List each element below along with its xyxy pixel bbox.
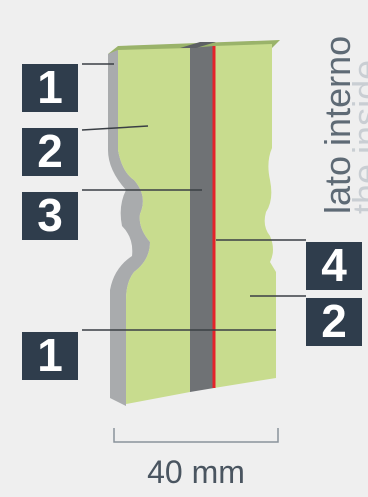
core-layer — [190, 46, 214, 392]
leader-line-2-left — [81, 125, 149, 131]
left-insulation-panel — [118, 48, 190, 404]
badge-layer-2-right: 2 — [306, 298, 362, 346]
core-top — [180, 42, 216, 48]
badge-layer-1-bottom: 1 — [22, 332, 78, 380]
badge-layer-1-top: 1 — [22, 64, 78, 112]
badge-layer-2-left: 2 — [22, 128, 78, 176]
dimension-bracket — [113, 428, 279, 443]
badge-layer-3: 3 — [22, 192, 78, 240]
right-insulation-panel — [214, 44, 276, 388]
outer-gypsum-layer — [108, 50, 150, 406]
thickness-label: 40 mm — [147, 454, 245, 490]
badge-layer-4: 4 — [306, 242, 362, 290]
inside-label-english: the inside — [345, 59, 368, 214]
